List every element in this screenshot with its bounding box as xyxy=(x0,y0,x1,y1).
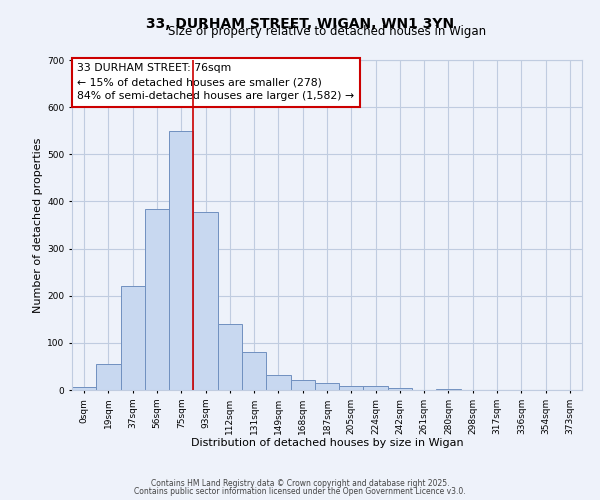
Bar xyxy=(242,352,266,390)
Bar xyxy=(169,130,193,390)
Text: 33, DURHAM STREET, WIGAN, WN1 3YN: 33, DURHAM STREET, WIGAN, WN1 3YN xyxy=(146,18,454,32)
Text: 33 DURHAM STREET: 76sqm
← 15% of detached houses are smaller (278)
84% of semi-d: 33 DURHAM STREET: 76sqm ← 15% of detache… xyxy=(77,64,354,102)
Bar xyxy=(436,388,461,390)
Bar xyxy=(388,388,412,390)
Bar xyxy=(290,380,315,390)
Bar xyxy=(364,386,388,390)
Bar xyxy=(72,386,96,390)
Bar xyxy=(193,212,218,390)
Bar xyxy=(266,375,290,390)
Text: Contains public sector information licensed under the Open Government Licence v3: Contains public sector information licen… xyxy=(134,487,466,496)
Bar xyxy=(121,286,145,390)
Text: Contains HM Land Registry data © Crown copyright and database right 2025.: Contains HM Land Registry data © Crown c… xyxy=(151,478,449,488)
Y-axis label: Number of detached properties: Number of detached properties xyxy=(33,138,43,312)
Bar xyxy=(96,364,121,390)
Bar xyxy=(145,210,169,390)
Bar xyxy=(339,386,364,390)
X-axis label: Distribution of detached houses by size in Wigan: Distribution of detached houses by size … xyxy=(191,438,463,448)
Title: Size of property relative to detached houses in Wigan: Size of property relative to detached ho… xyxy=(168,25,486,38)
Bar xyxy=(315,383,339,390)
Bar xyxy=(218,324,242,390)
